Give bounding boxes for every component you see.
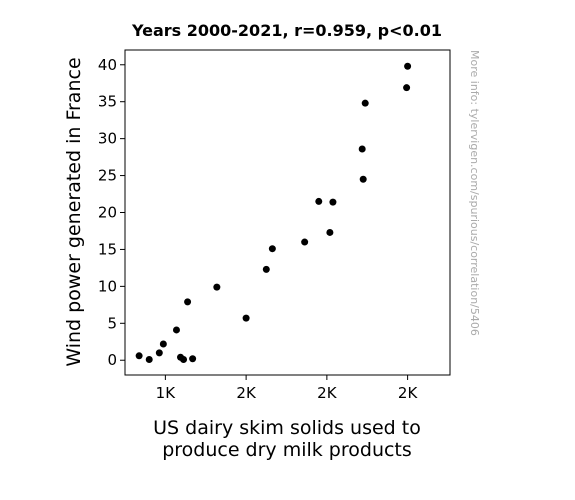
data-point xyxy=(301,238,309,246)
data-point xyxy=(315,197,323,205)
data-point xyxy=(213,283,221,291)
data-point xyxy=(172,326,180,334)
y-tick-label: 10 xyxy=(98,277,117,295)
data-points xyxy=(135,62,412,363)
x-tick-label: 2K xyxy=(317,384,338,402)
y-tick-label: 35 xyxy=(98,93,117,111)
y-axis: 0 5 10 15 20 25 30 35 40 xyxy=(98,56,125,369)
data-point xyxy=(155,349,163,357)
data-point xyxy=(359,175,367,183)
data-point xyxy=(404,62,412,70)
data-point xyxy=(184,298,192,306)
y-tick-label: 20 xyxy=(98,204,117,222)
data-point xyxy=(329,198,337,206)
data-point xyxy=(358,145,366,153)
y-tick-label: 0 xyxy=(107,351,117,369)
y-tick-label: 15 xyxy=(98,240,117,258)
x-tick-label: 2K xyxy=(236,384,257,402)
y-axis-label: Wind power generated in France xyxy=(63,57,85,366)
x-axis: 1K 2K 2K 2K xyxy=(156,375,419,402)
x-tick-label: 2K xyxy=(398,384,419,402)
data-point xyxy=(268,245,276,253)
data-point xyxy=(403,84,411,92)
data-point xyxy=(145,355,153,363)
x-tick-label: 1K xyxy=(156,384,177,402)
x-axis-label-line-2: produce dry milk products xyxy=(162,439,412,461)
chart-title: Years 2000-2021, r=0.959, p<0.01 xyxy=(131,21,442,40)
data-point xyxy=(159,340,167,348)
y-tick-label: 25 xyxy=(98,167,117,185)
data-point xyxy=(326,228,334,236)
y-tick-label: 40 xyxy=(98,56,117,74)
data-point xyxy=(189,355,197,363)
x-axis-label-line-1: US dairy skim solids used to xyxy=(153,417,421,439)
data-point xyxy=(180,355,188,363)
data-point xyxy=(135,352,143,360)
y-tick-label: 30 xyxy=(98,130,117,148)
data-point xyxy=(361,99,369,107)
y-tick-label: 5 xyxy=(107,314,117,332)
data-point xyxy=(262,265,270,273)
source-watermark: More info: tylervigen.com/spurious/corre… xyxy=(468,50,481,336)
plot-area xyxy=(124,49,451,376)
data-point xyxy=(242,314,250,322)
